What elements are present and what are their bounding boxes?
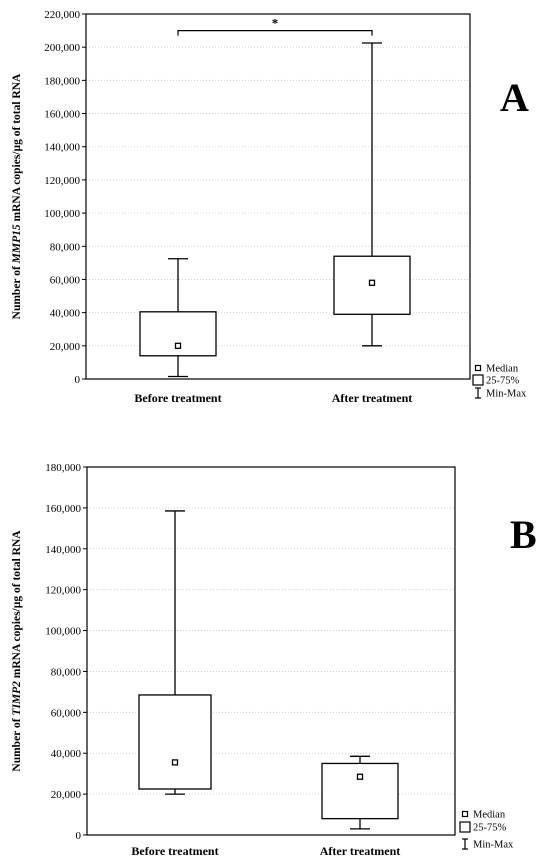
iqr-box <box>138 694 212 790</box>
legend-box-symbol <box>459 821 471 833</box>
iqr-box <box>321 762 399 820</box>
y-axis-label-part: mRNA copies/µg of total RNA <box>11 530 23 681</box>
y-tick-label: 0 <box>75 374 81 386</box>
legend-whisker-label: Min-Max <box>486 389 527 400</box>
y-axis-label-part: Number of <box>11 263 23 319</box>
y-tick-label: 100,000 <box>45 626 81 638</box>
gene-name: MMP15 <box>11 224 23 264</box>
y-axis-label-part: Number of <box>11 716 23 772</box>
y-tick-label: 0 <box>76 830 82 842</box>
y-axis-label-part: mRNA copies/µg of total RNA <box>11 73 23 224</box>
y-tick-label: 80,000 <box>51 666 82 678</box>
x-category-label: Before treatment <box>131 844 218 858</box>
legend-box-label: 25-75% <box>473 823 506 834</box>
legend-box-label: 25-75% <box>486 376 519 387</box>
y-tick-label: 160,000 <box>44 109 80 121</box>
y-tick-label: 100,000 <box>44 208 80 220</box>
y-axis-label: Number of TIMP2 mRNA copies/µg of total … <box>11 530 23 772</box>
y-tick-label: 40,000 <box>50 308 81 320</box>
median-marker <box>356 773 364 780</box>
legend-median-symbol <box>461 810 469 818</box>
plot-frame <box>86 466 456 836</box>
y-tick-label: 120,000 <box>45 585 81 597</box>
chart-panel-b: 0 20,000 40,000 60,000 80,000 100,000 120,000 1… <box>0 450 550 863</box>
median-marker <box>171 759 179 766</box>
y-tick-label: 60,000 <box>50 274 81 286</box>
y-tick-label: 220,000 <box>44 9 80 21</box>
y-tick-label: 80,000 <box>50 241 81 253</box>
legend-median-label: Median <box>473 810 506 821</box>
plot-frame <box>85 13 471 380</box>
y-tick-label: 140,000 <box>45 544 81 556</box>
boxplot-chart-b: 0 20,000 40,000 60,000 80,000 100,000 120,000 1… <box>11 462 514 858</box>
chart-panel-a: 0 20,000 40,000 60,000 80,000 100,000 120,000 1… <box>0 0 550 430</box>
y-axis-label: Number of MMP15 mRNA copies/µg of total … <box>11 73 23 319</box>
x-category-label: Before treatment <box>134 391 221 405</box>
significance-bracket <box>177 29 373 36</box>
y-tick-label: 160,000 <box>45 503 81 515</box>
y-tick-label: 180,000 <box>44 75 80 87</box>
boxplot-chart-a: 0 20,000 40,000 60,000 80,000 100,000 120,000 1… <box>11 9 527 405</box>
y-tick-label: 140,000 <box>44 142 80 154</box>
y-tick-label: 200,000 <box>44 42 80 54</box>
median-marker <box>368 279 376 286</box>
y-tick-label: 180,000 <box>45 462 81 474</box>
x-category-label: After treatment <box>332 391 413 405</box>
panel-label-a: A <box>500 75 529 120</box>
legend-median-symbol <box>474 364 482 372</box>
panel-label-b: B <box>510 512 537 557</box>
legend-whisker-label: Min-Max <box>473 840 514 851</box>
gene-name: TIMP2 <box>11 681 23 716</box>
y-tick-label: 20,000 <box>50 341 81 353</box>
y-tick-label: 40,000 <box>51 748 82 760</box>
legend-box-symbol <box>472 374 484 386</box>
y-tick-label: 60,000 <box>51 707 82 719</box>
significance-marker: * <box>272 16 279 31</box>
legend-median-label: Median <box>486 364 519 375</box>
x-category-label: After treatment <box>320 844 401 858</box>
y-tick-label: 20,000 <box>51 789 82 801</box>
y-tick-label: 120,000 <box>44 175 80 187</box>
median-marker <box>174 342 182 349</box>
iqr-box <box>139 311 217 357</box>
